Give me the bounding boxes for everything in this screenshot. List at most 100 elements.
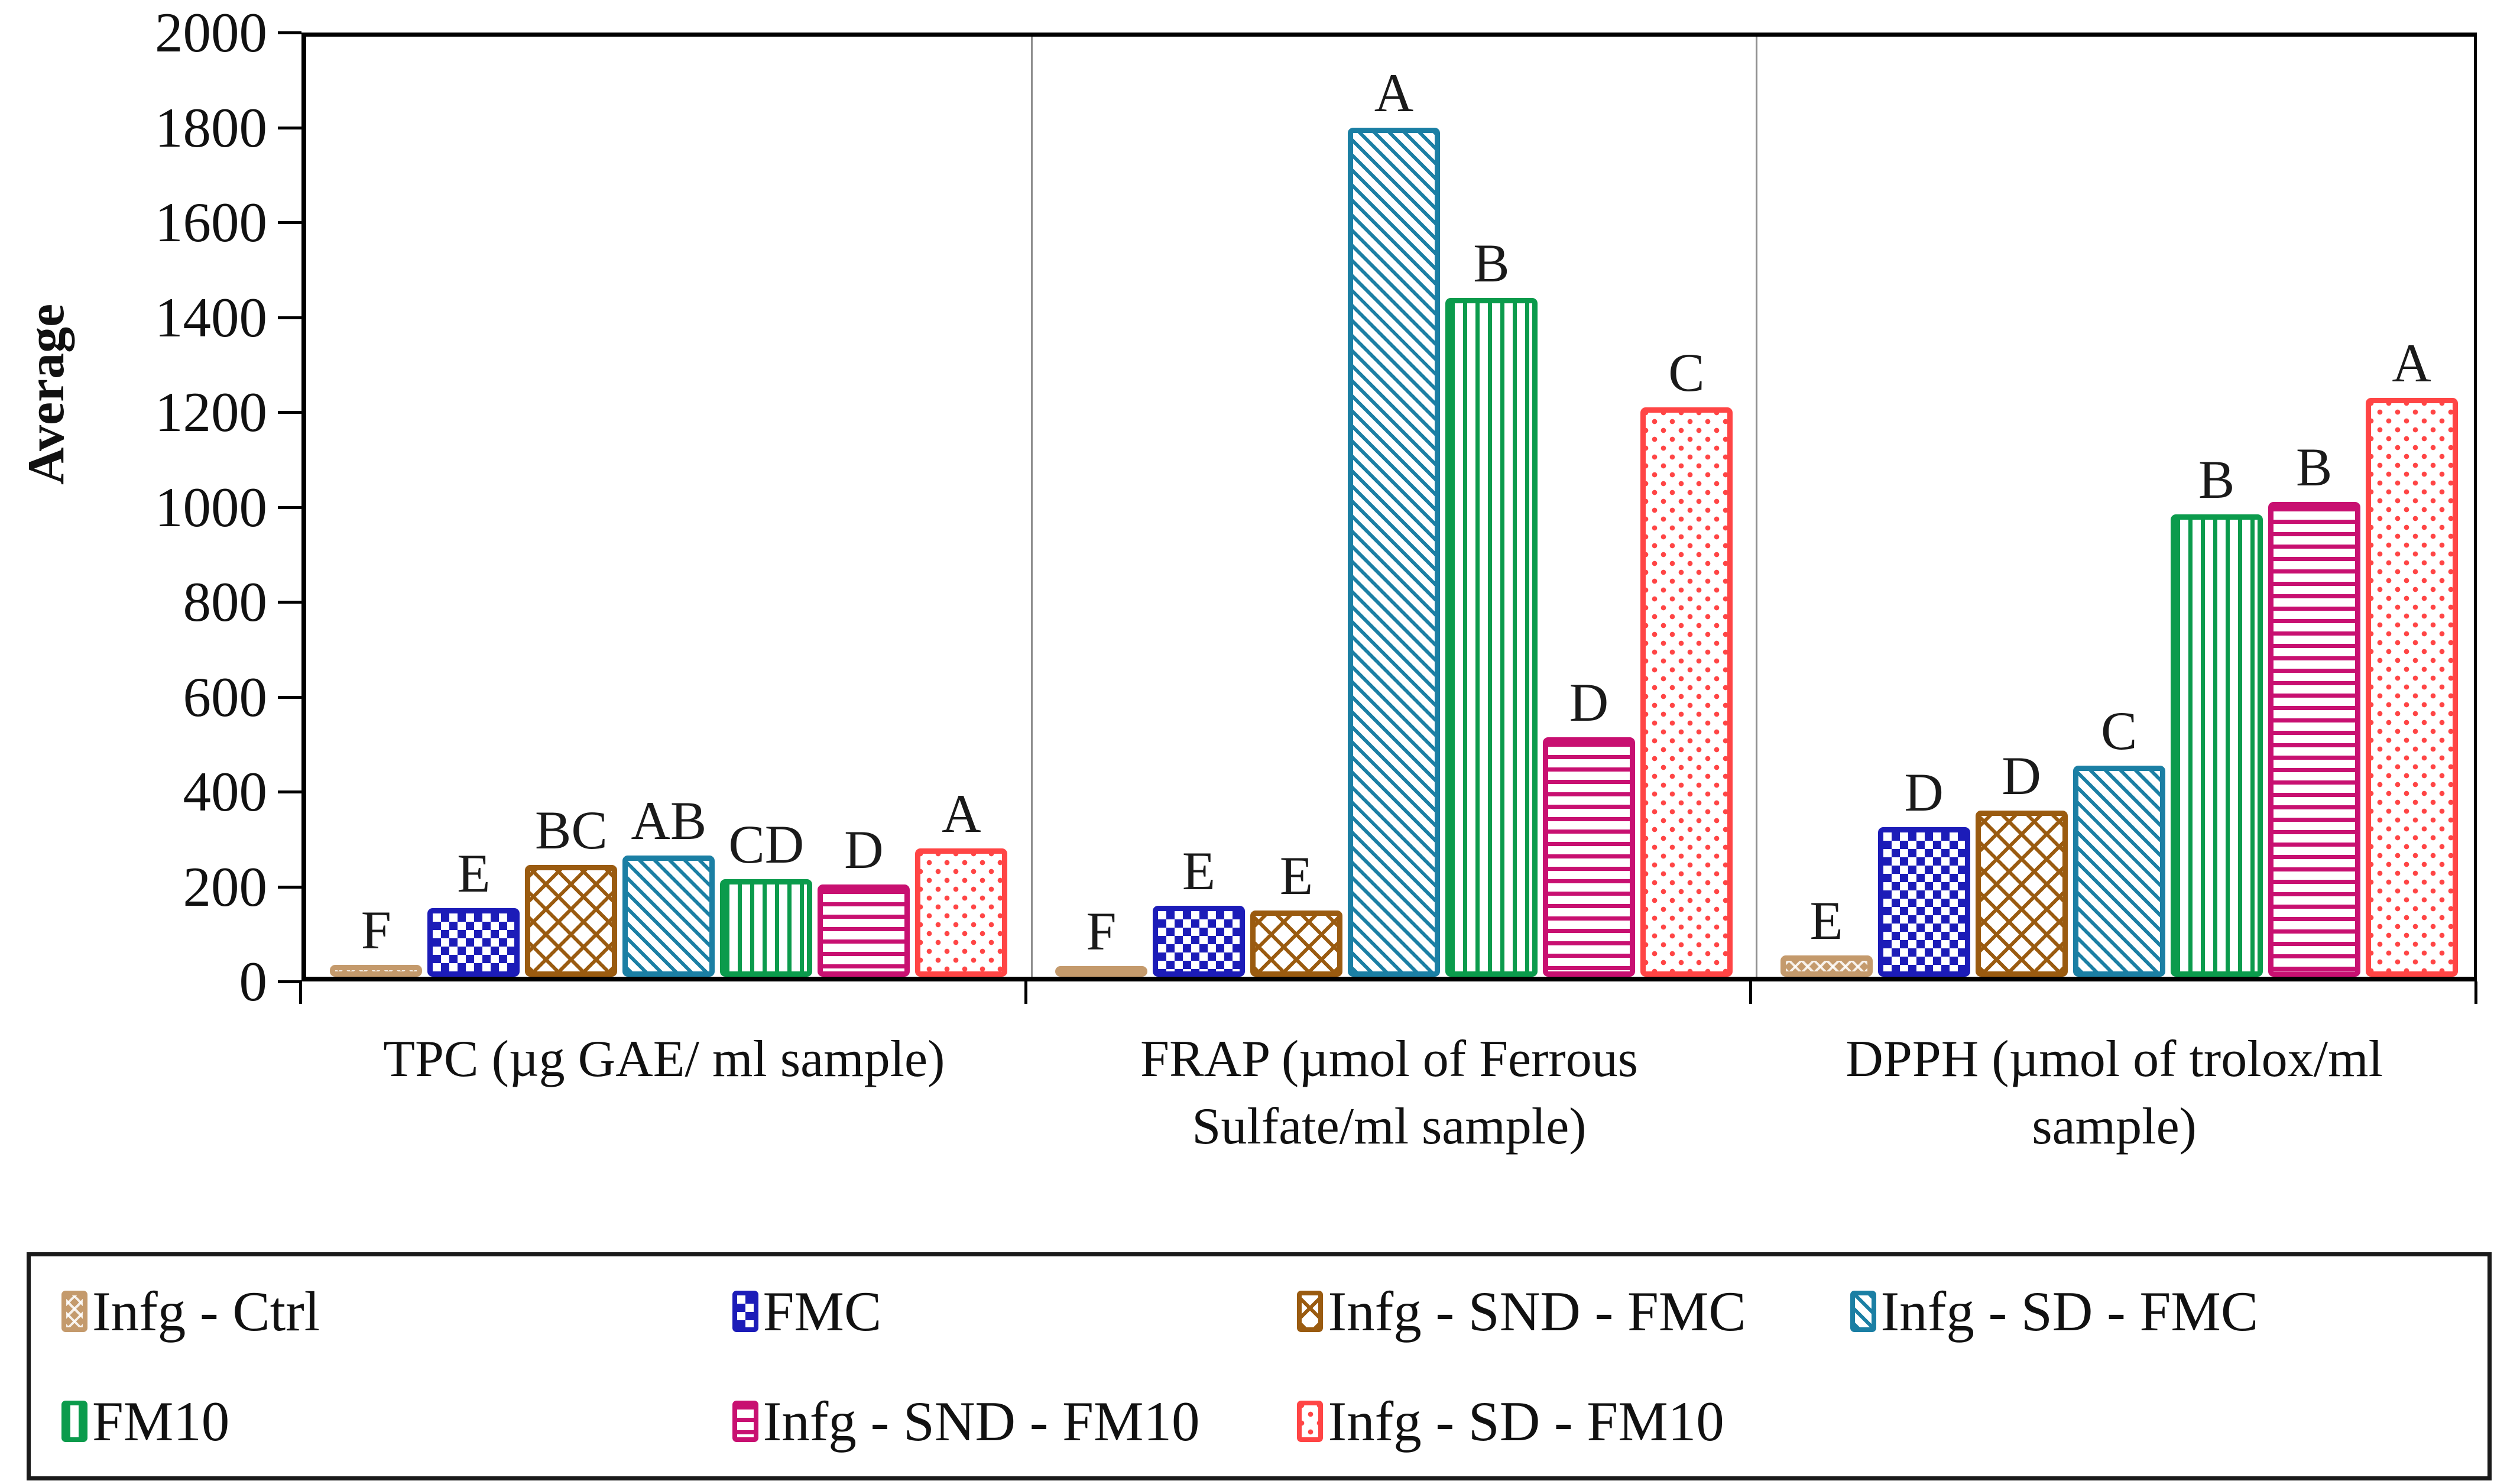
- legend-swatch-icon: [61, 1291, 87, 1332]
- legend-label: FM10: [92, 1389, 230, 1453]
- plot-area: F E BC AB CD D A F E E A B D C E D D C B B A: [301, 33, 2477, 981]
- bar: E: [427, 846, 520, 977]
- bar: D: [1975, 749, 2068, 977]
- y-tick-mark: [278, 695, 301, 699]
- y-tick-mark: [278, 316, 301, 319]
- sig-letter: A: [2392, 333, 2431, 393]
- legend-item: FMC: [702, 1279, 1267, 1343]
- bar-group: F E E A B D C: [1032, 37, 1757, 977]
- sig-letter: D: [1904, 762, 1944, 822]
- sig-letter: B: [1473, 233, 1510, 293]
- legend-item: Infg - SND - FM10: [702, 1389, 1267, 1453]
- sig-letter: CD: [728, 814, 805, 874]
- sig-letter: C: [1668, 342, 1705, 403]
- sig-letter: B: [2198, 449, 2235, 510]
- sig-letter: E: [1279, 845, 1313, 906]
- y-tick-label: 1400: [155, 286, 267, 349]
- legend-swatch-icon: [732, 1291, 758, 1332]
- y-tick-label: 1200: [155, 381, 267, 443]
- bar: D: [1542, 675, 1635, 977]
- bar: C: [1640, 345, 1733, 977]
- y-tick-mark: [278, 506, 301, 509]
- legend-item: Infg - SD - FM10: [1266, 1389, 1819, 1453]
- bar: A: [2365, 336, 2458, 977]
- bar: E: [1250, 848, 1342, 977]
- x-category-label: FRAP (µmol of Ferrous Sulfate/ml sample): [1140, 1031, 1638, 1156]
- y-tick-label: 2000: [155, 1, 267, 64]
- sig-letter: D: [1569, 672, 1609, 733]
- bar: A: [1347, 66, 1440, 977]
- legend-label: Infg - SD - FMC: [1880, 1279, 2259, 1343]
- y-tick-mark: [278, 885, 301, 889]
- bar: B: [1445, 236, 1538, 977]
- x-category-label: TPC (µg GAE/ ml sample): [383, 1031, 945, 1088]
- legend-swatch-icon: [732, 1401, 758, 1442]
- bar: BC: [525, 803, 618, 977]
- bar: F: [330, 903, 423, 977]
- legend-item: Infg - SD - FMC: [1820, 1279, 2487, 1343]
- legend-item: Infg - Ctrl: [31, 1279, 702, 1343]
- y-tick-mark: [278, 31, 301, 34]
- sig-letter: A: [1374, 63, 1414, 123]
- sig-letter: E: [457, 843, 491, 903]
- sig-letter: E: [1809, 890, 1843, 951]
- x-tick-mark: [1749, 981, 1753, 1004]
- bar: CD: [720, 817, 813, 977]
- bar: C: [2073, 704, 2165, 977]
- bar-group: F E BC AB CD D A: [306, 37, 1032, 977]
- group-separator: [1756, 37, 1758, 977]
- x-category-label: DPPH (µmol of trolox/ml sample): [1846, 1031, 2383, 1156]
- sig-letter: AB: [631, 790, 707, 851]
- group-separator: [1030, 37, 1033, 977]
- sig-letter: B: [2295, 437, 2333, 497]
- y-tick-label: 0: [239, 950, 268, 1013]
- y-tick-label: 1600: [155, 191, 267, 254]
- legend-label: FMC: [763, 1279, 882, 1343]
- legend-label: Infg - SND - FM10: [763, 1389, 1200, 1453]
- x-tick-mark: [2474, 981, 2477, 1004]
- y-tick-label: 400: [183, 760, 268, 823]
- bar: D: [818, 822, 910, 977]
- sig-letter: E: [1182, 841, 1216, 901]
- y-tick-mark: [278, 411, 301, 414]
- sig-letter: A: [942, 783, 981, 844]
- bar: B: [2170, 452, 2263, 977]
- legend: Infg - Ctrl FMC Infg - SND - FMC Infg - SD …: [27, 1252, 2492, 1480]
- legend-swatch-icon: [1297, 1291, 1324, 1332]
- y-tick-mark: [278, 980, 301, 983]
- sig-letter: F: [1086, 901, 1117, 961]
- legend-label: Infg - Ctrl: [92, 1279, 320, 1343]
- y-tick-label: 1800: [155, 96, 267, 159]
- bar: F: [1055, 904, 1147, 977]
- legend-label: Infg - SD - FM10: [1328, 1389, 1724, 1453]
- x-tick-mark: [299, 981, 302, 1004]
- y-tick-mark: [278, 126, 301, 129]
- y-tick-mark: [278, 221, 301, 224]
- sig-letter: F: [361, 900, 391, 960]
- legend-item: FM10: [31, 1389, 702, 1453]
- legend-swatch-icon: [1297, 1401, 1324, 1442]
- bar: B: [2268, 440, 2360, 977]
- y-tick-mark: [278, 790, 301, 793]
- bar: AB: [622, 793, 715, 977]
- x-tick-mark: [1024, 981, 1027, 1004]
- legend-label: Infg - SND - FMC: [1328, 1279, 1746, 1343]
- bar: E: [1780, 893, 1873, 977]
- legend-swatch-icon: [61, 1401, 87, 1442]
- bar: E: [1152, 844, 1245, 977]
- sig-letter: D: [2002, 746, 2041, 806]
- bar: A: [915, 786, 1008, 977]
- y-tick-label: 600: [183, 665, 268, 728]
- legend-item: Infg - SND - FMC: [1266, 1279, 1819, 1343]
- sig-letter: D: [844, 819, 884, 880]
- y-tick-label: 800: [183, 571, 268, 633]
- sig-letter: C: [2100, 701, 2138, 761]
- y-tick-mark: [278, 601, 301, 604]
- legend-swatch-icon: [1850, 1291, 1876, 1332]
- y-tick-label: 1000: [155, 475, 267, 539]
- sig-letter: BC: [534, 800, 608, 860]
- bar: D: [1877, 765, 1970, 977]
- y-tick-label: 200: [183, 855, 268, 918]
